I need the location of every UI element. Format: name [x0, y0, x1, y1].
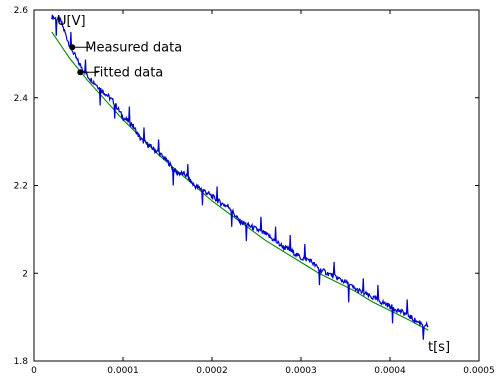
y-tick-label: 1.8 [14, 357, 29, 367]
y-tick-label: 2.4 [14, 94, 29, 104]
x-tick-label: 0.0002 [196, 366, 228, 376]
y-tick-label: 2.6 [14, 6, 29, 16]
y-tick-label: 2.2 [14, 182, 28, 192]
y-axis-label: U[V] [57, 14, 86, 29]
x-tick-label: 0.0003 [285, 366, 317, 376]
annotation-label: Fitted data [93, 65, 163, 80]
x-tick-label: 0 [31, 366, 37, 376]
x-tick-label: 0.0004 [374, 366, 406, 376]
y-axis: 1.8 2 2.2 2.4 2.6 [14, 6, 479, 367]
annotation-label: Measured data [85, 40, 182, 55]
y-tick-label: 2 [22, 269, 28, 279]
series-layer [51, 14, 429, 340]
annotation-layer: Measured data Fitted data [69, 40, 182, 80]
plot-frame [33, 9, 480, 362]
x-axis-label: t[s] [428, 340, 450, 355]
x-tick-label: 0.0005 [463, 366, 495, 376]
x-axis: 0 0.0001 0.0002 0.0003 0.0004 0.0005 [31, 10, 495, 376]
x-tick-label: 0.0001 [107, 366, 139, 376]
measured-data-line [51, 14, 429, 340]
